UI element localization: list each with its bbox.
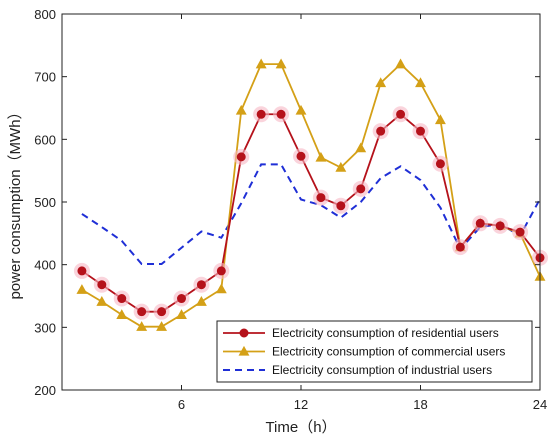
axis-ticks: 200 300 400 500 600 700 800 6 12 18 24 xyxy=(34,7,547,412)
data-point xyxy=(157,307,167,317)
data-point xyxy=(196,280,206,290)
data-point xyxy=(275,58,287,69)
data-point xyxy=(335,161,347,172)
y-tick-label: 700 xyxy=(34,70,56,85)
x-axis-label: Time（h） xyxy=(265,419,336,436)
series-1 xyxy=(76,58,546,331)
x-tick-label: 12 xyxy=(294,397,308,412)
legend-box xyxy=(216,320,533,383)
data-point xyxy=(435,159,445,169)
y-tick-label: 500 xyxy=(34,195,56,210)
data-point xyxy=(215,283,227,294)
y-tick-label: 300 xyxy=(34,320,56,335)
data-point xyxy=(296,151,306,161)
data-point xyxy=(156,321,168,331)
legend-marker xyxy=(238,345,250,356)
data-point xyxy=(76,284,88,294)
series-2 xyxy=(81,163,541,266)
chart-marks xyxy=(73,58,548,331)
data-point xyxy=(336,201,346,211)
data-point xyxy=(137,307,147,317)
data-point xyxy=(316,193,326,203)
legend-label: Electricity consumption of industrial us… xyxy=(272,363,492,377)
data-point xyxy=(216,266,226,276)
legend-label: Electricity consumption of residential u… xyxy=(272,326,499,340)
series-0 xyxy=(73,106,548,320)
x-tick-label: 6 xyxy=(178,397,185,412)
data-point xyxy=(375,77,387,88)
data-point xyxy=(395,58,407,69)
data-point xyxy=(415,77,426,88)
data-point xyxy=(177,294,186,304)
data-point xyxy=(356,184,366,194)
y-tick-label: 200 xyxy=(34,383,56,398)
data-point xyxy=(96,296,108,306)
data-point xyxy=(455,242,465,252)
data-point xyxy=(195,296,207,306)
legend-label: Electricity consumption of commercial us… xyxy=(272,345,505,359)
data-point xyxy=(515,227,525,237)
y-tick-label: 800 xyxy=(34,7,56,22)
data-point xyxy=(176,309,187,319)
series-line xyxy=(81,62,541,328)
x-tick-label: 18 xyxy=(413,397,427,412)
x-tick-label: 24 xyxy=(533,397,547,412)
data-point xyxy=(396,109,406,119)
data-point xyxy=(295,104,307,115)
y-axis-label: power consumption（MWh） xyxy=(7,104,24,299)
y-tick-label: 400 xyxy=(34,258,56,273)
data-point xyxy=(495,221,505,231)
data-point xyxy=(97,280,107,290)
series-line xyxy=(81,113,541,313)
series-line xyxy=(81,163,541,266)
data-point xyxy=(116,309,128,319)
data-point xyxy=(276,109,286,119)
data-point xyxy=(136,321,148,331)
data-point xyxy=(236,152,246,162)
data-point xyxy=(416,126,425,136)
data-point xyxy=(235,104,247,115)
data-point xyxy=(434,114,446,125)
data-point xyxy=(376,126,386,136)
legend-marker xyxy=(239,328,249,338)
data-point xyxy=(256,109,266,119)
data-point xyxy=(355,142,367,153)
data-point xyxy=(117,294,127,304)
legend: Electricity consumption of residential u… xyxy=(216,320,533,383)
data-point xyxy=(315,151,327,162)
data-point xyxy=(255,58,267,69)
data-point xyxy=(475,218,485,228)
y-tick-label: 600 xyxy=(34,132,56,147)
data-point xyxy=(77,266,87,276)
